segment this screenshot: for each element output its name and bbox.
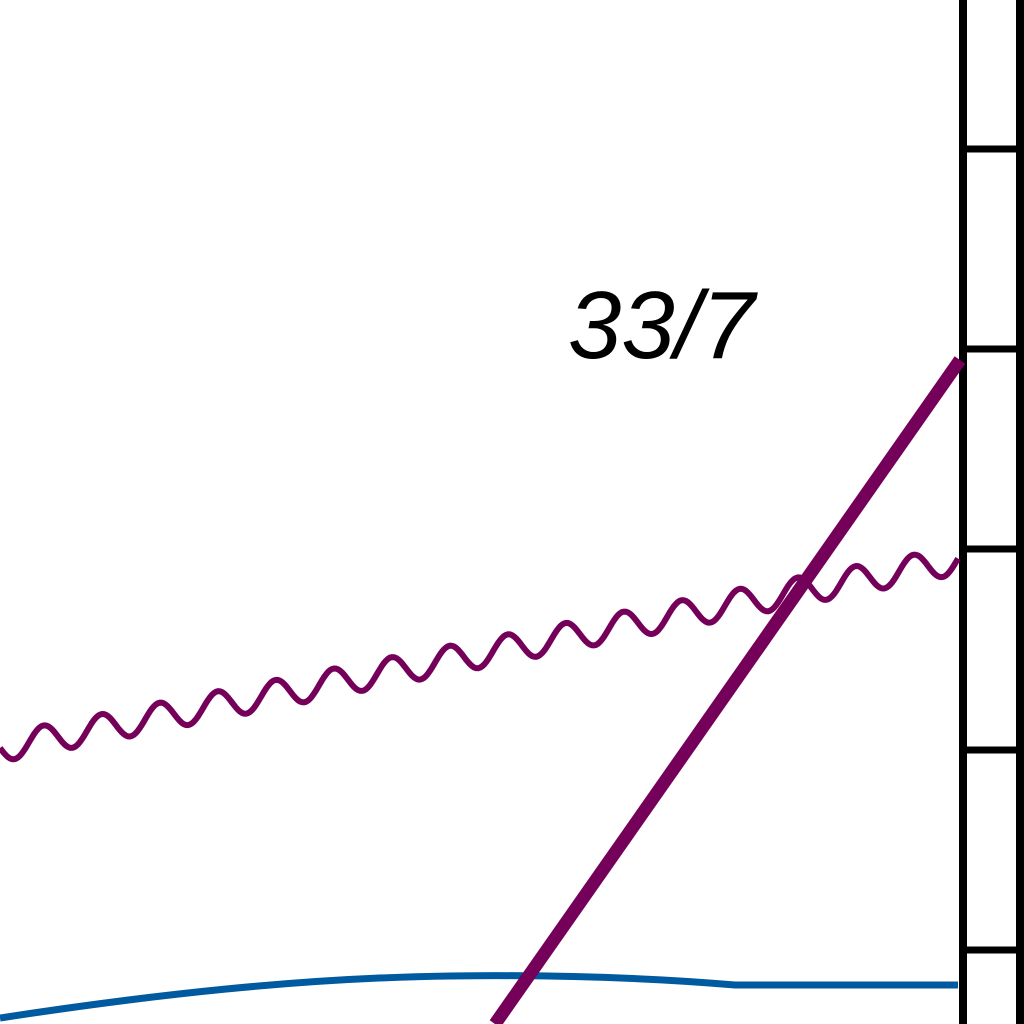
line-label: 33/7 xyxy=(568,272,758,379)
blue-curve-line xyxy=(0,972,958,1022)
right-scale-frame xyxy=(959,0,1024,1024)
purple-wavy-line xyxy=(0,551,961,763)
purple-diagonal-line xyxy=(489,356,966,1024)
